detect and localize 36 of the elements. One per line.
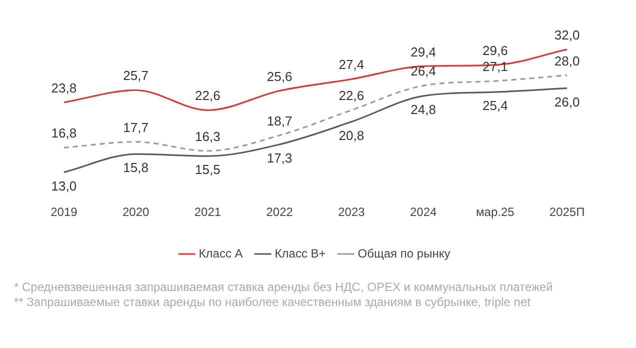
data-label: 29,4 <box>410 44 436 60</box>
x-tick-label: 2024 <box>410 205 437 220</box>
x-tick-label: 2023 <box>338 205 366 220</box>
data-label: 24,8 <box>410 102 436 118</box>
data-label: 17,3 <box>266 150 292 166</box>
data-label: 18,7 <box>266 113 292 128</box>
data-label: 17,7 <box>123 120 148 135</box>
data-label: 25,6 <box>266 68 292 84</box>
data-label: 29,6 <box>482 42 508 58</box>
data-label: 15,5 <box>195 162 220 178</box>
x-tick-label: 2022 <box>266 205 294 220</box>
data-label: 28,0 <box>554 53 580 68</box>
data-label: 20,8 <box>338 128 364 143</box>
data-label: 23,8 <box>51 80 77 96</box>
x-tick-label: 2019 <box>50 205 78 220</box>
data-label: 16,8 <box>51 126 77 141</box>
x-tick-label: 2020 <box>122 205 150 220</box>
data-label: 22,6 <box>338 88 364 104</box>
data-label: 15,8 <box>123 160 148 176</box>
data-label: 27,4 <box>338 57 364 72</box>
legend-label: Класс В+ <box>274 246 326 260</box>
data-label: 26,0 <box>554 94 580 110</box>
text: * Средневзвешенная запрашиваемая ставка аренды без НДС, OPEX и коммунальных платежей <box>14 280 554 295</box>
legend-label: Общая по рынку <box>358 246 450 260</box>
x-tick-label: 2025П <box>549 205 585 220</box>
data-label: 25,4 <box>482 98 508 114</box>
x-tick-label: мар.25 <box>476 205 515 220</box>
data-label: 32,0 <box>554 27 580 42</box>
data-label: 26,4 <box>410 64 436 79</box>
data-label: 16,3 <box>195 128 220 144</box>
data-label: 22,6 <box>195 88 220 104</box>
x-tick-label: 2021 <box>194 205 222 220</box>
data-label: 13,0 <box>51 178 77 194</box>
legend-label: Класс А <box>198 246 243 260</box>
data-label: 25,7 <box>123 68 148 84</box>
text: ** Запрашиваемые ставки аренды по наиболее качественным зданиям в субрынке, triple net <box>14 295 532 310</box>
